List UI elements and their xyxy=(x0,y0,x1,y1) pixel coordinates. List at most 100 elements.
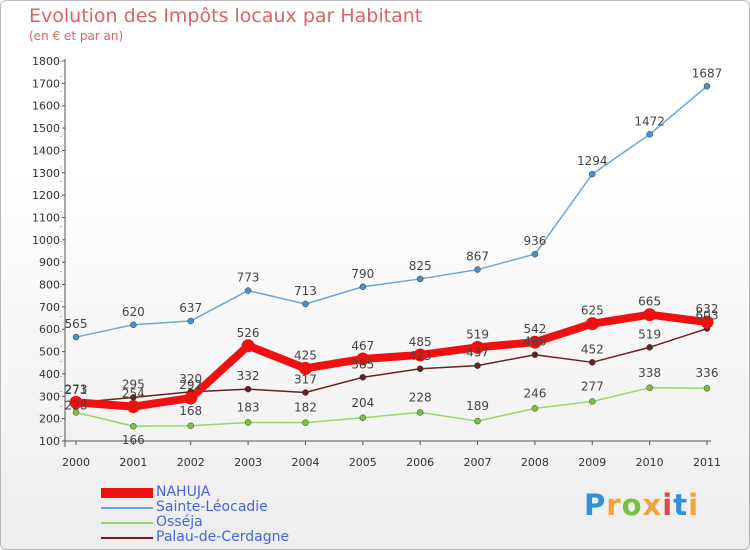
data-point xyxy=(531,405,539,412)
data-point xyxy=(184,391,198,405)
data-point xyxy=(244,287,252,294)
data-label: 317 xyxy=(294,372,317,386)
data-label: 519 xyxy=(638,327,661,341)
y-tick-label: 1000 xyxy=(32,234,60,247)
y-tick-label: 700 xyxy=(39,301,60,314)
legend-label: Palau-de-Cerdagne xyxy=(156,529,290,545)
x-tick-label: 2008 xyxy=(521,456,549,469)
x-tick-label: 2004 xyxy=(291,456,319,469)
y-tick-label: 1300 xyxy=(32,167,60,180)
y-tick-label: 1600 xyxy=(32,100,60,113)
data-point xyxy=(359,283,367,291)
proxiti-logo: Proxiti xyxy=(584,488,699,522)
logo-letter: x xyxy=(642,488,663,522)
x-tick-label: 2009 xyxy=(578,456,606,469)
x-tick-label: 2006 xyxy=(406,456,434,469)
data-point xyxy=(416,409,424,416)
data-point xyxy=(241,339,255,353)
y-tick-label: 1100 xyxy=(32,211,60,224)
legend-item: Sainte-Léocadie xyxy=(101,500,289,515)
data-label: 565 xyxy=(65,317,88,331)
chart-title: Evolution des Impôts locaux par Habitant xyxy=(29,5,423,27)
data-label: 183 xyxy=(237,400,260,414)
legend-swatch xyxy=(101,521,153,524)
y-tick-label: 200 xyxy=(39,413,60,426)
data-label: 168 xyxy=(179,404,202,418)
data-label: 246 xyxy=(523,386,546,400)
data-label: 632 xyxy=(696,302,719,316)
data-label: 336 xyxy=(696,366,719,380)
legend-label: Osséja xyxy=(156,514,203,530)
data-point xyxy=(700,315,714,329)
y-tick-label: 800 xyxy=(39,279,60,292)
data-label: 773 xyxy=(237,271,260,285)
legend-item: NAHUJA xyxy=(101,485,289,500)
logo-letter: t xyxy=(673,488,689,522)
logo-letter: i xyxy=(662,488,674,522)
data-point xyxy=(298,361,312,375)
data-point xyxy=(646,384,653,392)
y-tick-label: 1400 xyxy=(32,144,60,157)
data-label: 228 xyxy=(65,398,88,412)
data-label: 1294 xyxy=(577,154,608,168)
series-line-1 xyxy=(75,85,708,338)
data-point xyxy=(416,275,424,283)
data-point xyxy=(130,422,137,430)
data-label: 485 xyxy=(409,335,432,349)
x-tick-label: 2005 xyxy=(349,456,377,469)
data-point xyxy=(474,417,481,425)
data-point xyxy=(72,409,80,416)
data-point xyxy=(244,419,252,426)
data-label: 204 xyxy=(351,396,374,410)
data-label: 790 xyxy=(351,267,374,281)
legend-label: Sainte-Léocadie xyxy=(156,499,268,515)
data-point xyxy=(474,362,481,369)
data-label: 637 xyxy=(179,301,202,315)
data-point xyxy=(471,340,485,354)
data-point xyxy=(187,422,194,430)
x-tick-label: 2000 xyxy=(62,456,90,469)
data-point xyxy=(302,419,309,426)
logo-letter: o xyxy=(621,488,643,522)
legend-swatch xyxy=(101,487,153,498)
y-tick-label: 1200 xyxy=(32,189,60,202)
data-label: 332 xyxy=(237,369,260,383)
data-label: 166 xyxy=(122,433,145,447)
data-label: 713 xyxy=(294,284,317,298)
y-tick-label: 1700 xyxy=(32,77,60,90)
legend-item: Osséja xyxy=(101,515,289,530)
x-tick-label: 2001 xyxy=(119,456,147,469)
data-point xyxy=(531,351,539,358)
data-label: 277 xyxy=(581,379,604,393)
x-tick-label: 2007 xyxy=(464,456,492,469)
data-label: 271 xyxy=(65,383,88,397)
logo-letter: P xyxy=(584,488,607,522)
data-label: 867 xyxy=(466,250,489,264)
data-label: 603 xyxy=(696,309,719,323)
data-point xyxy=(187,317,194,325)
data-point xyxy=(589,398,596,405)
series-line-0 xyxy=(75,310,708,411)
x-tick-label: 2011 xyxy=(693,456,721,469)
chart-legend: NAHUJA Sainte-Léocadie Osséja Palau-de-Cerd… xyxy=(101,485,289,545)
data-label: 189 xyxy=(466,399,489,413)
data-point xyxy=(356,352,370,366)
legend-label: NAHUJA xyxy=(156,484,211,500)
x-tick-label: 2010 xyxy=(636,456,664,469)
data-point xyxy=(416,365,424,373)
data-label: 228 xyxy=(409,390,432,404)
x-tick-label: 2002 xyxy=(177,456,205,469)
y-tick-label: 300 xyxy=(39,390,60,403)
data-point xyxy=(585,317,599,331)
data-point xyxy=(72,333,80,341)
data-point xyxy=(703,384,711,392)
y-tick-label: 1800 xyxy=(32,55,60,68)
data-label: 1687 xyxy=(692,66,723,80)
data-point xyxy=(703,83,711,90)
y-tick-label: 900 xyxy=(39,256,60,269)
data-label: 936 xyxy=(523,234,546,248)
logo-letter: i xyxy=(688,488,700,522)
data-label: 526 xyxy=(237,326,260,340)
